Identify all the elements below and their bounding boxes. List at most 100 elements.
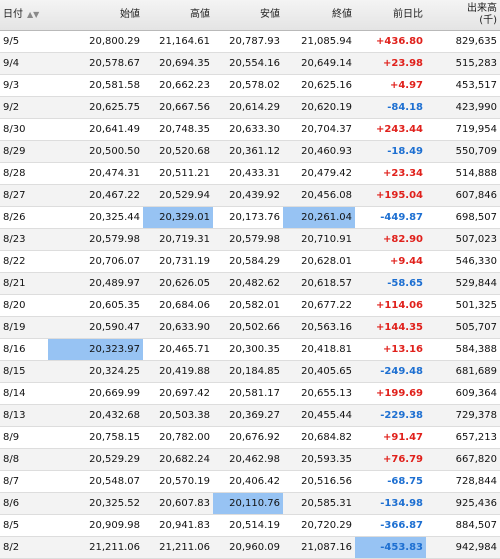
table-row[interactable]: 9/5 20,800.29 21,164.61 20,787.93 21,085.94 +… [0,30,500,53]
cell-high: 20,329.01 [143,206,213,229]
cell-low: 20,579.98 [213,228,283,251]
cell-close: 20,418.81 [283,338,355,361]
table-row[interactable]: 8/26 20,325.44 20,329.01 20,173.76 20,261.04… [0,206,500,229]
cell-change: +91.47 [355,426,426,449]
cell-open: 20,578.67 [48,52,143,75]
cell-change: +4.97 [355,74,426,97]
cell-close: 20,460.93 [283,140,355,163]
table-row[interactable]: 8/29 20,500.50 20,520.68 20,361.12 20,460.93… [0,140,500,163]
table-row[interactable]: 9/3 20,581.58 20,662.23 20,578.02 20,625.16 +… [0,74,500,97]
cell-volume: 719,954 [426,118,500,141]
cell-volume: 607,846 [426,184,500,207]
cell-change: +144.35 [355,316,426,339]
cell-high: 20,419.88 [143,360,213,383]
cell-volume: 514,888 [426,162,500,185]
table-row[interactable]: 8/7 20,548.07 20,570.19 20,406.42 20,516.56-… [0,470,500,493]
cell-volume: 681,689 [426,360,500,383]
cell-high: 20,529.94 [143,184,213,207]
cell-date: 8/7 [0,470,48,493]
cell-open: 20,706.07 [48,250,143,273]
cell-low: 20,582.01 [213,294,283,317]
cell-high: 20,626.05 [143,272,213,295]
cell-close: 20,620.19 [283,96,355,119]
cell-low: 20,439.92 [213,184,283,207]
cell-volume: 728,844 [426,470,500,493]
cell-date: 8/2 [0,536,48,559]
cell-low: 20,584.29 [213,250,283,273]
cell-close: 20,516.56 [283,470,355,493]
table-row[interactable]: 9/2 20,625.75 20,667.56 20,614.29 20,620.19-… [0,96,500,119]
table-row[interactable]: 8/28 20,474.31 20,511.21 20,433.31 20,479.42… [0,162,500,185]
cell-close: 20,655.13 [283,382,355,405]
cell-date: 9/5 [0,30,48,53]
table-row[interactable]: 8/19 20,590.47 20,633.90 20,502.66 20,563.16… [0,316,500,339]
cell-close: 20,261.04 [283,206,355,229]
cell-low: 20,514.19 [213,514,283,537]
table-row[interactable]: 8/5 20,909.98 20,941.83 20,514.19 20,720.29-… [0,514,500,537]
table-row[interactable]: 8/20 20,605.35 20,684.06 20,582.01 20,677.22… [0,294,500,317]
cell-date: 8/5 [0,514,48,537]
cell-high: 20,662.23 [143,74,213,97]
cell-date: 9/4 [0,52,48,75]
table-row[interactable]: 8/22 20,706.07 20,731.19 20,584.29 20,628.01… [0,250,500,273]
cell-low: 20,578.02 [213,74,283,97]
cell-volume: 942,984 [426,536,500,559]
cell-date: 8/19 [0,316,48,339]
cell-close: 20,710.91 [283,228,355,251]
cell-change: -84.18 [355,96,426,119]
column-header-date[interactable]: 日付 ▲▼ [0,0,48,31]
cell-close: 20,704.37 [283,118,355,141]
cell-volume: 657,213 [426,426,500,449]
cell-change: -68.75 [355,470,426,493]
cell-close: 20,563.16 [283,316,355,339]
column-header-high[interactable]: 高値 [143,0,213,31]
table-row[interactable]: 8/14 20,669.99 20,697.42 20,581.17 20,655.13… [0,382,500,405]
cell-low: 20,300.35 [213,338,283,361]
cell-close: 20,684.82 [283,426,355,449]
table-row[interactable]: 8/2 21,211.06 21,211.06 20,960.09 21,087.16-… [0,536,500,559]
cell-open: 20,605.35 [48,294,143,317]
cell-low: 20,433.31 [213,162,283,185]
cell-open: 20,489.97 [48,272,143,295]
cell-low: 20,581.17 [213,382,283,405]
cell-change: -18.49 [355,140,426,163]
table-row[interactable]: 8/13 20,432.68 20,503.38 20,369.27 20,455.44… [0,404,500,427]
cell-date: 8/22 [0,250,48,273]
cell-close: 20,677.22 [283,294,355,317]
cell-high: 20,633.90 [143,316,213,339]
table-row[interactable]: 8/21 20,489.97 20,626.05 20,482.62 20,618.57… [0,272,500,295]
table-row[interactable]: 8/23 20,579.98 20,719.31 20,579.98 20,710.91… [0,228,500,251]
column-header-change[interactable]: 前日比 [355,0,426,31]
table-row[interactable]: 9/4 20,578.67 20,694.35 20,554.16 20,649.14 +… [0,52,500,75]
volume-unit-label: (千) [479,15,497,26]
cell-close: 20,625.16 [283,74,355,97]
column-header-open[interactable]: 始値 [48,0,143,31]
table-row[interactable]: 8/8 20,529.29 20,682.24 20,462.98 20,593.35 +… [0,448,500,471]
cell-close: 20,455.44 [283,404,355,427]
table-row[interactable]: 8/15 20,324.25 20,419.88 20,184.85 20,405.65… [0,360,500,383]
cell-volume: 515,283 [426,52,500,75]
cell-change: -58.65 [355,272,426,295]
cell-close: 20,456.08 [283,184,355,207]
cell-date: 9/3 [0,74,48,97]
table-row[interactable]: 8/27 20,467.22 20,529.94 20,439.92 20,456.08… [0,184,500,207]
cell-low: 20,676.92 [213,426,283,449]
column-header-low[interactable]: 安値 [213,0,283,31]
column-header-close[interactable]: 終値 [283,0,355,31]
cell-low: 20,369.27 [213,404,283,427]
volume-header-label: 出来高 [467,3,497,14]
cell-close: 21,085.94 [283,30,355,53]
cell-high: 20,511.21 [143,162,213,185]
sort-arrows-icon[interactable]: ▲▼ [27,10,40,19]
table-row[interactable]: 8/30 20,641.49 20,748.35 20,633.30 20,704.37… [0,118,500,141]
cell-open: 20,641.49 [48,118,143,141]
table-row[interactable]: 8/9 20,758.15 20,782.00 20,676.92 20,684.82 +… [0,426,500,449]
column-header-volume[interactable]: 出来高 (千) [426,0,500,31]
cell-date: 8/30 [0,118,48,141]
table-row[interactable]: 8/16 20,323.97 20,465.71 20,300.35 20,418.81… [0,338,500,361]
cell-low: 20,554.16 [213,52,283,75]
cell-change: +13.16 [355,338,426,361]
cell-volume: 698,507 [426,206,500,229]
cell-open: 20,669.99 [48,382,143,405]
cell-close: 20,405.65 [283,360,355,383]
